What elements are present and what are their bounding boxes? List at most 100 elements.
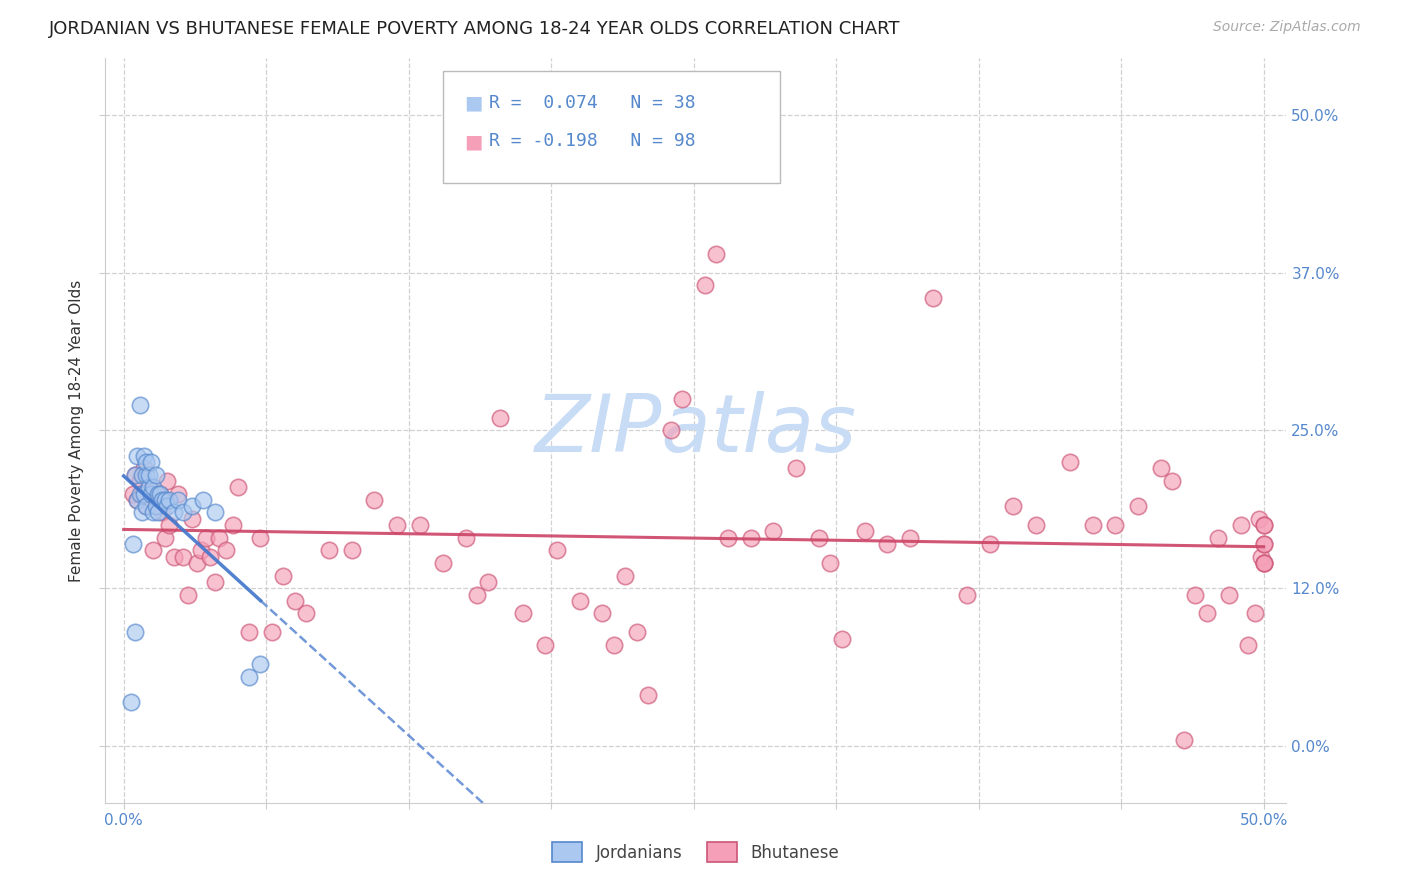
Point <box>134 486 156 500</box>
Point <box>138 467 160 482</box>
Point <box>222 518 245 533</box>
Point <box>127 492 149 507</box>
Point <box>762 524 785 539</box>
Point <box>1253 537 1275 551</box>
Point <box>135 455 157 469</box>
Point <box>149 486 172 500</box>
Point <box>295 607 318 621</box>
Point <box>134 449 156 463</box>
Point <box>145 467 167 482</box>
Point <box>1253 556 1275 570</box>
Point <box>614 568 637 582</box>
Text: ■: ■ <box>464 94 482 112</box>
Point <box>146 499 169 513</box>
Point <box>1195 607 1218 621</box>
Point <box>124 467 146 482</box>
Point <box>142 505 165 519</box>
Point <box>146 505 169 519</box>
Point <box>121 486 143 500</box>
Point <box>387 518 409 533</box>
Point <box>1173 732 1195 747</box>
Point <box>717 531 740 545</box>
Point <box>138 480 160 494</box>
Point <box>172 505 194 519</box>
Point <box>922 291 945 305</box>
Text: R = -0.198   N = 98: R = -0.198 N = 98 <box>489 132 696 150</box>
Point <box>659 424 682 438</box>
Point <box>135 499 157 513</box>
Point <box>208 531 231 545</box>
Point <box>181 512 204 526</box>
Point <box>271 568 294 582</box>
Point <box>127 492 149 507</box>
Point <box>131 467 153 482</box>
Point <box>127 449 149 463</box>
Point <box>139 486 162 500</box>
Point <box>139 486 162 500</box>
Point <box>740 531 762 545</box>
Point <box>512 607 534 621</box>
Point <box>1184 587 1206 601</box>
Point <box>153 531 176 545</box>
Point <box>238 625 260 640</box>
Point <box>135 467 157 482</box>
Point <box>637 689 659 703</box>
Point <box>1236 638 1258 652</box>
Point <box>1059 455 1081 469</box>
Point <box>568 594 591 608</box>
Point <box>1249 512 1271 526</box>
Point <box>157 492 180 507</box>
Point <box>186 556 208 570</box>
Point <box>1253 518 1275 533</box>
Point <box>1025 518 1047 533</box>
Point <box>176 587 198 601</box>
Point <box>145 499 167 513</box>
Point <box>1206 531 1229 545</box>
Point <box>1161 474 1184 488</box>
Y-axis label: Female Poverty Among 18-24 Year Olds: Female Poverty Among 18-24 Year Olds <box>69 279 84 582</box>
Point <box>1001 499 1024 513</box>
Point <box>249 657 271 671</box>
Point <box>853 524 876 539</box>
Point <box>671 392 693 406</box>
Point <box>149 486 172 500</box>
Point <box>1218 587 1240 601</box>
Point <box>142 480 165 494</box>
Point <box>138 480 160 494</box>
Point <box>534 638 557 652</box>
Point <box>134 461 156 475</box>
Point <box>139 455 162 469</box>
Point <box>163 549 186 564</box>
Point <box>706 246 728 260</box>
Point <box>156 499 179 513</box>
Legend: Jordanians, Bhutanese: Jordanians, Bhutanese <box>546 835 846 869</box>
Point <box>626 625 648 640</box>
Point <box>124 467 146 482</box>
Point <box>146 486 169 500</box>
Point <box>820 556 842 570</box>
Point <box>1253 537 1275 551</box>
Point <box>121 537 143 551</box>
Point <box>131 505 153 519</box>
Point <box>592 607 614 621</box>
Point <box>128 474 150 488</box>
Point <box>152 505 174 519</box>
Point <box>135 499 157 513</box>
Point <box>215 543 238 558</box>
Point <box>831 632 853 646</box>
Point <box>284 594 307 608</box>
Point <box>477 574 499 589</box>
Point <box>204 574 226 589</box>
Point <box>128 486 150 500</box>
Point <box>128 398 150 412</box>
Point <box>172 549 194 564</box>
Point <box>142 543 165 558</box>
Point <box>1150 461 1173 475</box>
Point <box>260 625 283 640</box>
Point <box>898 531 921 545</box>
Point <box>226 480 249 494</box>
Point <box>153 492 176 507</box>
Point <box>124 625 146 640</box>
Point <box>193 492 215 507</box>
Text: Source: ZipAtlas.com: Source: ZipAtlas.com <box>1213 20 1361 34</box>
